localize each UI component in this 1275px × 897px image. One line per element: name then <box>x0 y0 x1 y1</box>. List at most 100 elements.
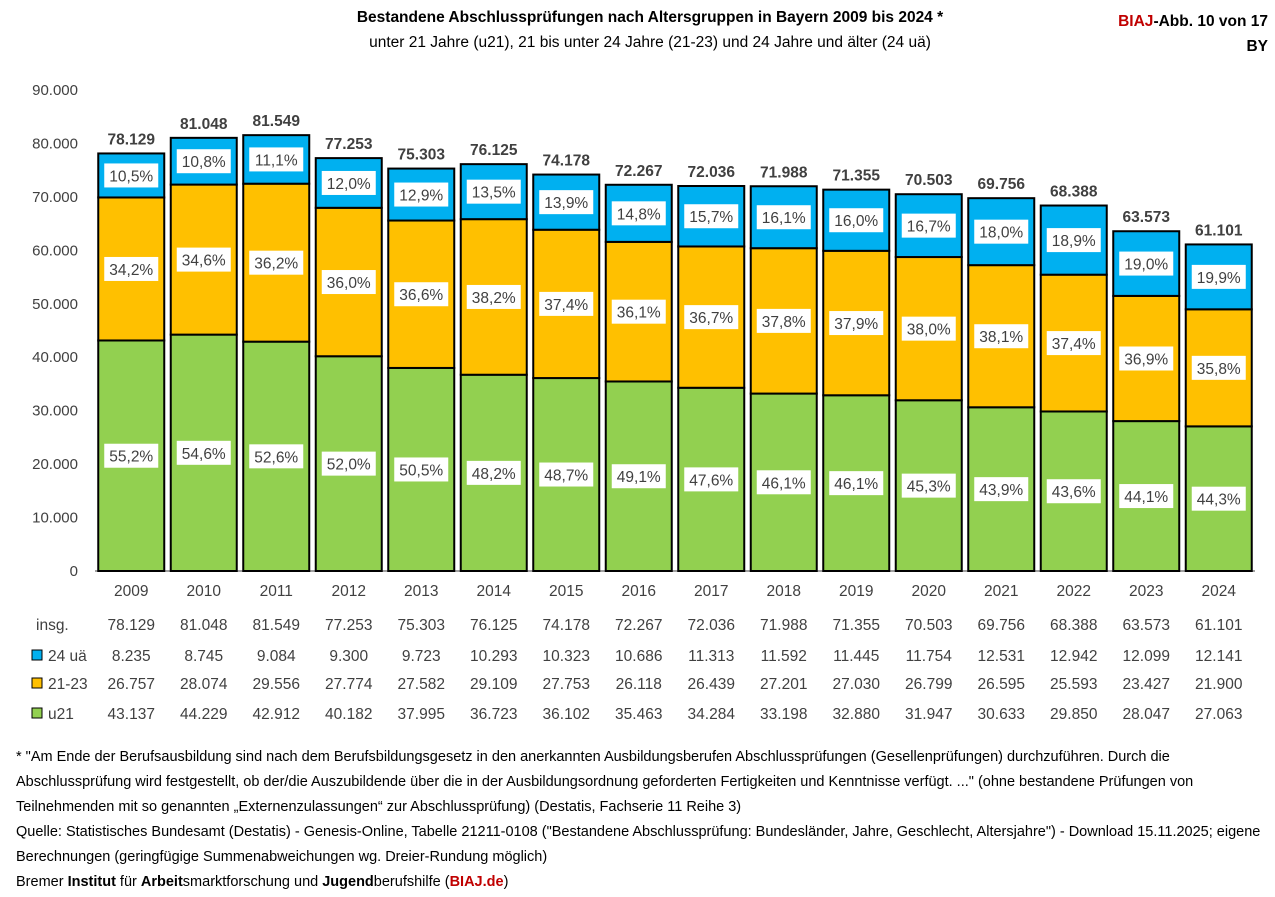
table-cell: 27.774 <box>325 676 373 693</box>
percent-label: 16,7% <box>907 219 951 236</box>
table-cell: 27.753 <box>543 676 590 693</box>
percent-label-box <box>901 316 956 341</box>
percent-label: 55,2% <box>109 449 153 466</box>
percent-label-box <box>176 247 231 272</box>
percent-label: 43,9% <box>979 482 1023 499</box>
x-tick-label: 2020 <box>912 583 947 600</box>
y-tick-label: 30.000 <box>32 403 78 420</box>
percent-label: 46,1% <box>834 476 878 493</box>
table-cell: 28.047 <box>1123 706 1170 723</box>
x-tick-label: 2024 <box>1202 583 1237 600</box>
percent-label-box <box>1119 346 1174 371</box>
percent-label-box <box>756 205 811 230</box>
percent-label-box <box>1046 479 1101 504</box>
percent-label: 36,6% <box>399 287 443 304</box>
legend-u21-label: u21 <box>48 706 74 723</box>
table-cell: 10.323 <box>543 648 590 665</box>
percent-label-box <box>974 477 1029 502</box>
table-cell: 30.633 <box>978 706 1025 723</box>
y-tick-label: 80.000 <box>32 135 78 152</box>
percent-label-box <box>901 473 956 498</box>
total-label: 75.303 <box>398 147 446 164</box>
table-cell: 31.947 <box>905 706 952 723</box>
percent-label-box <box>539 462 594 487</box>
table-cell: 11.313 <box>688 648 734 665</box>
percent-label: 36,1% <box>617 305 661 322</box>
x-tick-label: 2011 <box>260 583 293 600</box>
legend-21-23-swatch <box>31 677 43 689</box>
table-cell: 29.850 <box>1050 706 1098 723</box>
table-cell: 23.427 <box>1123 676 1170 693</box>
percent-label-box <box>321 170 376 195</box>
percent-label: 12,0% <box>327 176 371 193</box>
percent-label-box <box>684 467 739 492</box>
table-cell: 63.573 <box>1123 617 1170 634</box>
percent-label-box <box>1191 486 1246 511</box>
table-cell: 81.549 <box>253 617 300 634</box>
x-tick-label: 2010 <box>187 583 222 600</box>
legend-24ua-swatch <box>31 649 43 661</box>
percent-label-box <box>394 182 449 207</box>
percent-label: 52,6% <box>254 449 298 466</box>
table-cell: 9.300 <box>329 648 368 665</box>
footnotes: * "Am Ende der Berufsausbildung sind nac… <box>16 745 1266 895</box>
table-cell: 68.388 <box>1050 617 1097 634</box>
percent-label: 12,9% <box>399 188 443 205</box>
table-cell: 8.235 <box>112 648 151 665</box>
percent-label: 45,3% <box>907 479 951 496</box>
percent-label: 35,8% <box>1197 361 1241 378</box>
percent-label-box <box>684 204 739 229</box>
table-cell: 29.556 <box>253 676 300 693</box>
table-cell: 72.036 <box>688 617 735 634</box>
table-cell: 12.531 <box>978 648 1025 665</box>
percent-label: 54,6% <box>182 446 226 463</box>
percent-label-box <box>249 147 304 172</box>
percent-label: 37,8% <box>762 314 806 331</box>
percent-label: 49,1% <box>617 469 661 486</box>
percent-label-box <box>611 201 666 226</box>
chart-title: Bestandene Abschlussprüfungen nach Alter… <box>356 9 944 26</box>
x-tick-label: 2021 <box>984 583 1018 600</box>
table-cell: 69.756 <box>978 617 1025 634</box>
table-cell: 32.880 <box>833 706 881 723</box>
percent-label-box <box>249 444 304 469</box>
percent-label: 37,4% <box>544 297 588 314</box>
percent-label: 52,0% <box>327 457 371 474</box>
table-cell: 12.141 <box>1195 648 1242 665</box>
table-cell: 36.723 <box>470 706 517 723</box>
percent-label: 38,2% <box>472 290 516 307</box>
legend-24ua-label: 24 uä <box>48 648 87 665</box>
chart-subtitle: unter 21 Jahre (u21), 21 bis unter 24 Ja… <box>369 34 931 51</box>
x-tick-label: 2017 <box>694 583 728 600</box>
percent-label: 34,2% <box>109 262 153 279</box>
percent-label-box <box>176 440 231 465</box>
percent-label: 16,0% <box>834 213 878 230</box>
table-cell: 81.048 <box>180 617 227 634</box>
table-cell: 21.900 <box>1195 676 1243 693</box>
percent-label-box <box>756 470 811 495</box>
biaj-link[interactable]: BIAJ.de <box>449 874 504 890</box>
table-cell: 27.201 <box>760 676 807 693</box>
percent-label-box <box>829 471 884 496</box>
total-label: 77.253 <box>325 136 373 153</box>
table-cell: 28.074 <box>180 676 228 693</box>
percent-label: 19,9% <box>1197 270 1241 287</box>
percent-label: 48,7% <box>544 468 588 485</box>
table-cell: 25.593 <box>1050 676 1097 693</box>
percent-label: 43,6% <box>1052 484 1096 501</box>
percent-label-box <box>249 250 304 275</box>
percent-label: 38,0% <box>907 322 951 339</box>
percent-label: 36,9% <box>1124 352 1168 369</box>
percent-label-box <box>974 324 1029 349</box>
percent-label-box <box>1046 331 1101 356</box>
total-label: 69.756 <box>978 176 1026 193</box>
percent-label-box <box>466 284 521 309</box>
percent-label-box <box>176 149 231 174</box>
percent-label-box <box>104 256 159 281</box>
table-cell: 44.229 <box>180 706 227 723</box>
table-cell: 36.102 <box>543 706 590 723</box>
percent-label-box <box>756 308 811 333</box>
table-cell: 71.988 <box>760 617 807 634</box>
percent-label: 44,3% <box>1197 492 1241 509</box>
total-label: 63.573 <box>1123 209 1171 226</box>
